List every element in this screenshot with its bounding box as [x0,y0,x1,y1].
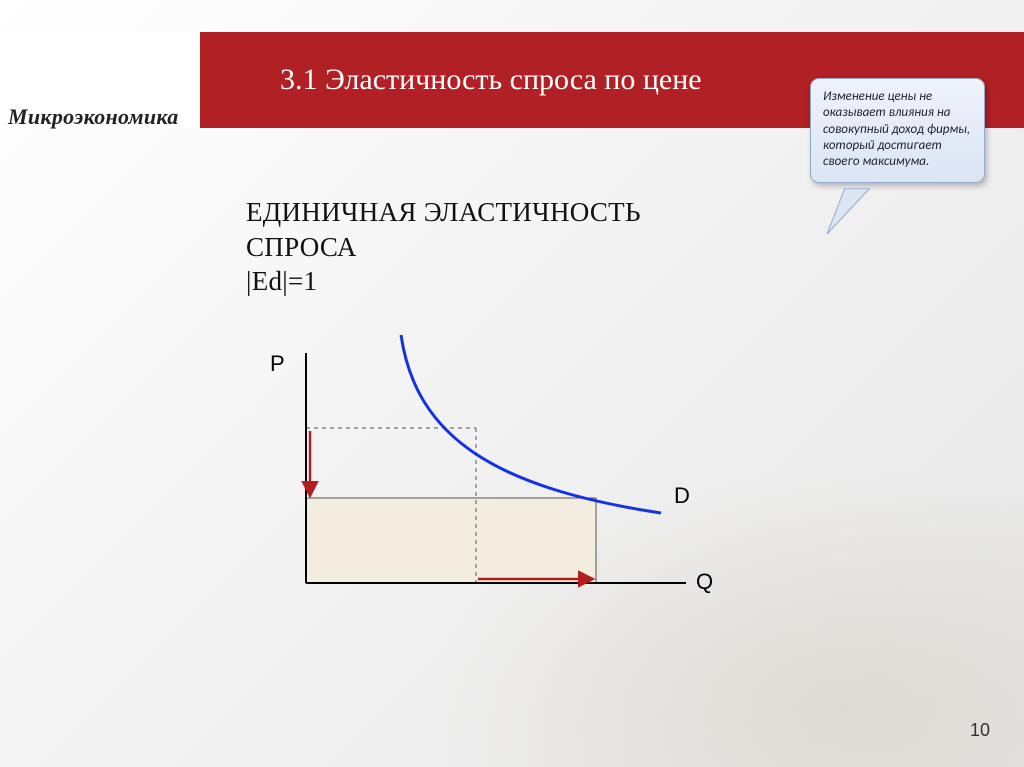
slide-title: 3.1 Эластичность спроса по цене [280,63,702,97]
slide: Микроэкономика 3.1 Эластичность спроса п… [0,0,1024,767]
course-label: Микроэкономика [8,104,179,130]
section-heading: ЕДИНИЧНАЯ ЭЛАСТИЧНОСТЬ СПРОСА |Ed|=1 [246,195,641,299]
demand-chart: P D Q [266,353,726,613]
callout-text: Изменение цены не оказывает влияния на с… [823,89,970,169]
callout-bubble: Изменение цены не оказывает влияния на с… [810,78,985,183]
sidebar-block: Микроэкономика [0,32,200,128]
svg-text:D: D [674,483,690,508]
heading-line1: ЕДИНИЧНАЯ ЭЛАСТИЧНОСТЬ [246,195,641,230]
page-number: 10 [970,720,990,741]
demand-chart-svg: P D Q [266,353,726,613]
svg-text:P: P [270,351,285,376]
heading-line2: СПРОСА [246,230,641,265]
heading-line3: |Ed|=1 [246,264,641,299]
svg-text:Q: Q [696,569,713,594]
